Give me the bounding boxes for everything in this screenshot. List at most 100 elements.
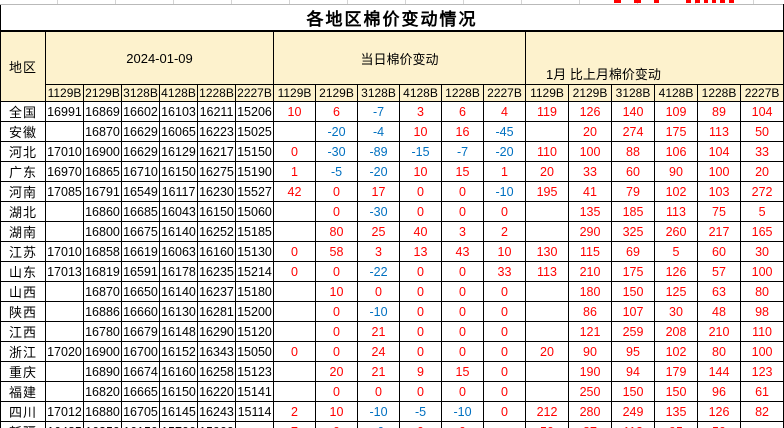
- daily-change-cell: 1: [483, 161, 526, 182]
- group-header-monthly-change: 1月 比上月棉价变动: [524, 30, 784, 85]
- daily-change-cell: 0: [483, 201, 526, 222]
- daily-change-cell: 0: [357, 281, 400, 302]
- region-column-header: 地区: [0, 30, 46, 102]
- daily-change-cell: [273, 361, 316, 382]
- daily-change-cell: 0: [315, 301, 358, 322]
- monthly-change-cell: 110: [739, 321, 784, 342]
- price-cell: 16710: [121, 161, 160, 182]
- monthly-change-cell: 90: [568, 341, 612, 362]
- price-cell: 16129: [159, 141, 198, 162]
- daily-change-cell: 25: [357, 221, 400, 242]
- monthly-change-cell: 212: [525, 401, 569, 422]
- price-cell: 15060: [235, 201, 274, 222]
- daily-change-cell: 2: [273, 401, 316, 422]
- price-cell: 16290: [197, 321, 236, 342]
- daily-change-cell: -15: [399, 141, 442, 162]
- monthly-change-cell: 150: [611, 381, 655, 402]
- price-cell: 15185: [235, 221, 274, 242]
- clipped-red-text-fragment: [712, 0, 716, 3]
- price-cell: 16150: [159, 161, 198, 182]
- daily-change-cell: 4: [483, 101, 526, 122]
- price-cell: 16900: [83, 341, 122, 362]
- monthly-change-cell: 165: [739, 221, 784, 242]
- monthly-change-cell: 102: [654, 341, 698, 362]
- price-cell: 15050: [235, 341, 274, 362]
- region-cell: 山西: [0, 281, 46, 302]
- price-cell: [45, 301, 84, 322]
- monthly-change-cell: 121: [568, 321, 612, 342]
- grade-column-header: 3128B: [121, 84, 160, 102]
- price-cell: [235, 421, 274, 428]
- daily-change-cell: 42: [273, 181, 316, 202]
- table-row: 四川 17012 16880 16705 16145 16243 15114 2 10 -10 -5…: [0, 401, 784, 422]
- daily-change-cell: [273, 121, 316, 142]
- monthly-change-cell: 126: [697, 401, 741, 422]
- grade-column-header: 2129B: [568, 84, 612, 102]
- price-cell: 16150: [197, 201, 236, 222]
- price-cell: 16705: [121, 401, 160, 422]
- price-cell: 16343: [197, 341, 236, 362]
- price-cell: [45, 121, 84, 142]
- group-header-daily-change: 当日棉价变动: [273, 30, 526, 85]
- monthly-change-cell: [525, 121, 569, 142]
- monthly-change-cell: 20: [525, 161, 569, 182]
- daily-change-cell: 0: [315, 341, 358, 362]
- price-cell: 16148: [159, 321, 198, 342]
- daily-change-cell: 0: [441, 341, 484, 362]
- daily-change-cell: 0: [441, 421, 484, 428]
- monthly-change-cell: 113: [654, 201, 698, 222]
- grade-column-header: 1129B: [525, 84, 569, 102]
- price-cell: 16591: [121, 261, 160, 282]
- daily-change-cell: 21: [357, 321, 400, 342]
- daily-change-cell: 58: [315, 241, 358, 262]
- daily-change-cell: 0: [441, 381, 484, 402]
- daily-change-cell: 2: [483, 221, 526, 242]
- monthly-change-cell: 115: [568, 241, 612, 262]
- daily-change-cell: -7: [441, 141, 484, 162]
- price-cell: 16675: [121, 221, 160, 242]
- price-cell: 16350: [83, 421, 122, 428]
- daily-change-cell: 7: [273, 421, 316, 428]
- price-cell: [45, 281, 84, 302]
- daily-change-cell: 3: [357, 241, 400, 262]
- price-cell: 16685: [121, 201, 160, 222]
- daily-change-cell: 0: [273, 141, 316, 162]
- price-cell: 16819: [83, 261, 122, 282]
- monthly-change-cell: 95: [654, 421, 698, 428]
- price-cell: 16145: [159, 401, 198, 422]
- daily-change-cell: [273, 381, 316, 402]
- monthly-change-cell: 150: [611, 281, 655, 302]
- price-cell: 15706: [159, 421, 198, 428]
- price-cell: 16870: [83, 121, 122, 142]
- daily-change-cell: -6: [357, 421, 400, 428]
- monthly-change-cell: 140: [611, 101, 655, 122]
- daily-change-cell: [483, 421, 526, 428]
- daily-change-cell: 10: [315, 281, 358, 302]
- price-cell: 16160: [159, 361, 198, 382]
- price-cell: [45, 321, 84, 342]
- monthly-change-cell: 113: [611, 421, 655, 428]
- price-cell: 16220: [197, 381, 236, 402]
- monthly-change-cell: 123: [739, 361, 784, 382]
- price-cell: 16629: [121, 121, 160, 142]
- price-cell: 16235: [197, 261, 236, 282]
- price-cell: 16275: [197, 161, 236, 182]
- monthly-change-cell: 50: [525, 421, 569, 428]
- grade-header-row: 1129B 2129B 3128B 4128B 1228B 2227B 1129B 2129B…: [1, 84, 784, 102]
- grade-column-header: 1228B: [697, 84, 741, 102]
- monthly-change-cell: 179: [654, 361, 698, 382]
- monthly-change-cell: 82: [739, 401, 784, 422]
- monthly-change-cell: 60: [697, 241, 741, 262]
- clipped-red-text-fragment: [704, 0, 708, 3]
- price-cell: 16150: [121, 421, 160, 428]
- price-cell: 16117: [159, 181, 198, 202]
- monthly-change-cell: 48: [697, 301, 741, 322]
- price-cell: 16103: [159, 101, 198, 122]
- daily-change-cell: 0: [441, 301, 484, 322]
- page-title: 各地区棉价变动情况: [0, 4, 784, 32]
- clipped-red-text-fragment: [720, 0, 725, 3]
- price-cell: 16886: [83, 301, 122, 322]
- region-cell: 浙江: [0, 341, 46, 362]
- monthly-change-cell: 33: [739, 141, 784, 162]
- daily-change-cell: 10: [273, 101, 316, 122]
